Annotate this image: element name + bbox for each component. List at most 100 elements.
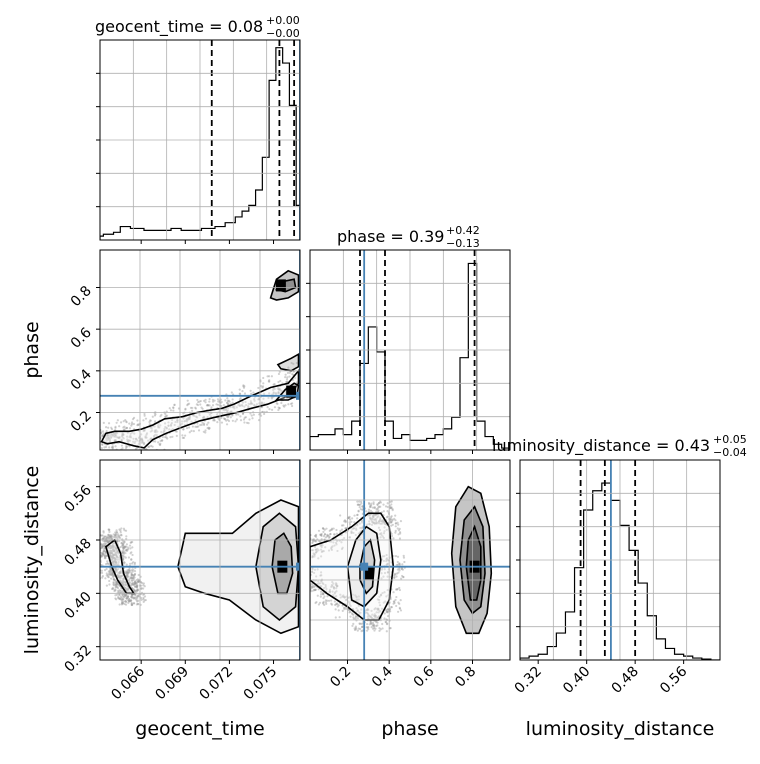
scatter-phase-vs-distance-scatter-point: [390, 507, 393, 510]
scatter-geocent-vs-distance-scatter-point: [122, 600, 125, 603]
scatter-geocent-vs-phase-scatter-point: [202, 415, 206, 418]
scatter-geocent-vs-distance-scatter-point: [137, 603, 140, 606]
scatter-geocent-vs-distance-scatter-point: [133, 585, 137, 588]
scatter-geocent-vs-distance-scatter-point: [103, 568, 107, 572]
scatter-phase-vs-distance-scatter-point: [330, 599, 333, 602]
scatter-geocent-vs-phase-scatter-point: [122, 428, 125, 432]
scatter-geocent-vs-phase-scatter-point: [102, 432, 105, 435]
scatter-geocent-vs-distance-scatter-point: [112, 550, 116, 553]
scatter-phase-vs-distance-scatter-point: [322, 530, 325, 533]
scatter-geocent-vs-distance-scatter-point: [114, 563, 117, 566]
scatter-geocent-vs-phase-scatter-point: [127, 440, 130, 443]
scatter-geocent-vs-phase-scatter-point: [108, 439, 111, 442]
scatter-phase-vs-distance-scatter-point: [302, 570, 304, 572]
scatter-geocent-vs-distance-scatter-point: [115, 563, 118, 566]
scatter-geocent-vs-distance-scatter-point: [111, 573, 114, 577]
scatter-phase-vs-distance-scatter-point: [393, 517, 396, 520]
scatter-phase-vs-distance-scatter-point: [349, 610, 352, 614]
scatter-geocent-vs-phase-scatter-point: [108, 436, 111, 440]
scatter-geocent-vs-distance-scatter-point: [106, 573, 110, 577]
scatter-geocent-vs-phase-scatter-point: [97, 450, 99, 452]
scatter-geocent-vs-distance-scatter-point: [131, 594, 134, 597]
scatter-phase-vs-distance-scatter-point: [341, 546, 344, 549]
hist-geocent-time-bar: [151, 230, 154, 240]
scatter-phase-vs-distance-scatter-point: [302, 557, 304, 559]
scatter-phase-vs-distance-scatter-point: [355, 595, 358, 599]
scatter-geocent-vs-distance-scatter-point: [105, 572, 108, 575]
scatter-phase-vs-distance-scatter-point: [399, 531, 402, 534]
scatter-phase-vs-distance-scatter-point: [334, 583, 337, 587]
scatter-geocent-vs-distance-scatter-point: [139, 584, 143, 587]
scatter-phase-vs-distance-scatter-point: [371, 617, 374, 620]
scatter-phase-vs-distance-scatter-point: [357, 503, 360, 506]
scatter-geocent-vs-phase-scatter-point: [188, 417, 191, 421]
scatter-geocent-vs-distance-scatter-point: [112, 587, 115, 591]
scatter-phase-vs-distance-scatter-point: [304, 551, 306, 553]
scatter-phase-vs-distance-scatter-point: [393, 574, 396, 577]
scatter-geocent-vs-phase-scatter-point: [105, 430, 108, 433]
scatter-geocent-vs-phase-scatter-point: [169, 424, 173, 427]
scatter-geocent-vs-distance-scatter-point: [114, 583, 117, 587]
scatter-phase-vs-distance-scatter-point: [378, 610, 382, 613]
scatter-geocent-vs-phase-scatter-point: [215, 403, 218, 406]
scatter-phase-vs-distance-scatter-point: [398, 586, 401, 590]
scatter-geocent-vs-distance-scatter-point: [122, 546, 125, 549]
scatter-geocent-vs-phase-scatter-point: [231, 406, 234, 409]
scatter-geocent-vs-phase-ytick-label: 0.6: [68, 325, 95, 352]
scatter-phase-vs-distance-scatter-point: [358, 505, 361, 509]
scatter-phase-vs-distance-scatter-point: [375, 518, 378, 521]
scatter-geocent-vs-distance-scatter-point: [129, 599, 132, 603]
scatter-phase-vs-distance-scatter-point: [390, 506, 393, 509]
scatter-geocent-vs-phase-scatter-point: [149, 430, 152, 433]
scatter-phase-vs-distance-scatter-point: [321, 593, 325, 596]
scatter-geocent-vs-distance-scatter-point: [110, 552, 113, 555]
scatter-phase-vs-distance-scatter-point: [379, 594, 383, 597]
scatter-geocent-vs-distance-scatter-point: [117, 576, 120, 579]
scatter-phase-vs-distance-scatter-point: [349, 604, 352, 608]
scatter-phase-vs-distance-scatter-point: [327, 534, 330, 537]
scatter-phase-vs-distance-scatter-point: [352, 622, 355, 625]
scatter-geocent-vs-phase-scatter-point: [194, 425, 197, 428]
scatter-phase-vs-distance-scatter-point: [304, 536, 306, 538]
scatter-phase-vs-distance-scatter-point: [319, 580, 323, 583]
scatter-geocent-vs-phase-scatter-point: [278, 407, 281, 410]
scatter-geocent-vs-phase-scatter-point: [134, 447, 138, 450]
hist-geocent-time-bar: [229, 223, 232, 240]
scatter-geocent-vs-distance-scatter-point: [129, 547, 132, 550]
scatter-geocent-vs-phase-scatter-point: [229, 406, 232, 409]
scatter-geocent-vs-phase-scatter-point: [251, 417, 254, 420]
scatter-phase-vs-distance-scatter-point: [389, 610, 392, 613]
scatter-phase-vs-distance-scatter-point: [324, 584, 327, 587]
scatter-phase-vs-distance-scatter-point: [354, 533, 357, 537]
scatter-phase-vs-distance-scatter-point: [372, 515, 375, 518]
hist-luminosity-distance-xtick-label: 0.32: [512, 664, 545, 697]
scatter-geocent-vs-distance-scatter-point: [132, 573, 135, 577]
scatter-geocent-vs-phase-scatter-point: [145, 432, 149, 435]
scatter-phase-vs-distance-scatter-point: [323, 528, 326, 531]
scatter-geocent-vs-phase-scatter-point: [136, 423, 139, 427]
scatter-geocent-vs-phase-scatter-point: [250, 392, 253, 395]
scatter-geocent-vs-phase-scatter-point: [196, 403, 200, 407]
scatter-geocent-vs-phase-frame: [99, 249, 301, 451]
scatter-phase-vs-distance-scatter-point: [368, 623, 371, 626]
scatter-geocent-vs-phase-scatter-point: [160, 413, 163, 416]
scatter-geocent-vs-distance-scatter-point: [109, 550, 112, 553]
scatter-geocent-vs-phase-scatter-point: [227, 399, 231, 402]
scatter-geocent-vs-phase-scatter-point: [188, 417, 191, 420]
scatter-geocent-vs-phase-scatter-point: [126, 438, 129, 441]
scatter-geocent-vs-distance-scatter-point: [124, 593, 127, 597]
scatter-phase-vs-distance-scatter-point: [372, 521, 375, 525]
scatter-geocent-vs-distance-scatter-point: [119, 589, 122, 592]
scatter-geocent-vs-phase-scatter-point: [125, 445, 129, 448]
scatter-geocent-vs-distance-scatter-point: [135, 586, 139, 589]
scatter-geocent-vs-distance-scatter-point: [133, 561, 137, 564]
scatter-geocent-vs-distance-scatter-point: [110, 574, 114, 577]
scatter-geocent-vs-distance-scatter-point: [115, 561, 118, 564]
scatter-phase-vs-distance-scatter-point: [343, 519, 347, 522]
title-luminosity-distance: luminosity_distance = 0.43: [492, 436, 710, 456]
scatter-geocent-vs-distance-scatter-point: [117, 574, 121, 577]
scatter-geocent-vs-phase-scatter-point: [144, 435, 147, 438]
scatter-phase-vs-distance-scatter-point: [368, 514, 372, 517]
scatter-phase-vs-distance-scatter-point: [370, 615, 373, 618]
scatter-phase-vs-distance-scatter-point: [333, 603, 337, 607]
